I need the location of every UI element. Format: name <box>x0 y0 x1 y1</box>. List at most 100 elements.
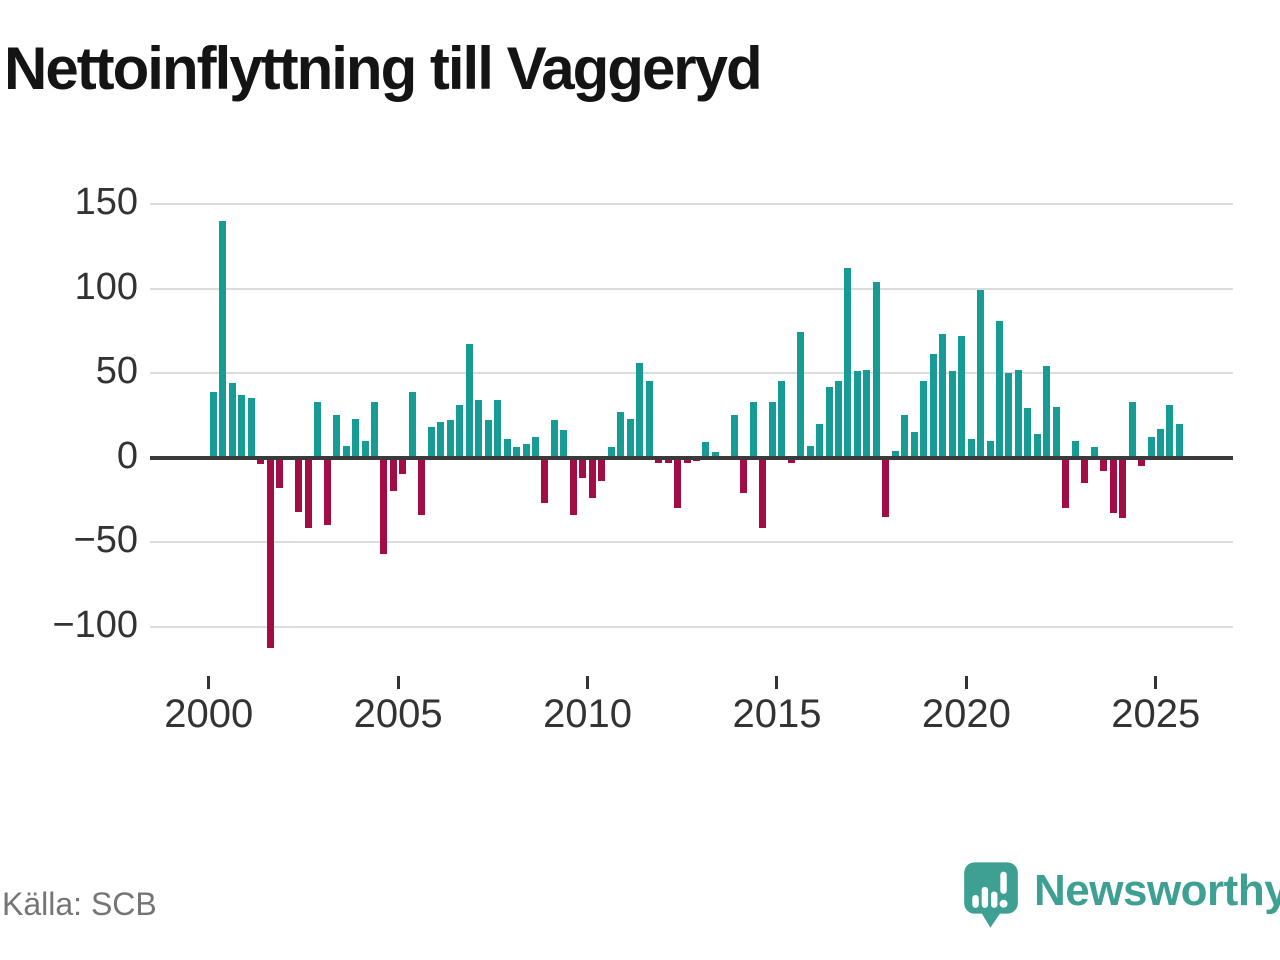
bar-2015Q4 <box>806 445 814 458</box>
bar-2022Q1 <box>1043 366 1051 458</box>
bar-2022Q3 <box>1062 457 1070 509</box>
x-tick <box>207 676 211 689</box>
bar-2010Q2 <box>598 457 606 482</box>
bar-2006Q3 <box>456 405 464 458</box>
bar-2010Q1 <box>588 457 596 499</box>
x-axis-label: 2025 <box>1111 692 1201 736</box>
bar-2004Q4 <box>389 457 397 492</box>
bar-2013Q2 <box>711 452 719 458</box>
bar-2003Q4 <box>352 418 360 458</box>
bar-2007Q4 <box>503 438 511 458</box>
bar-2013Q4 <box>730 415 738 458</box>
bar-2002Q2 <box>295 457 303 512</box>
x-axis-label: 2010 <box>543 692 633 736</box>
bar-2024Q2 <box>1128 401 1136 458</box>
bar-2000Q4 <box>238 394 246 458</box>
bar-2006Q2 <box>446 420 454 458</box>
x-axis-label: 2000 <box>164 692 254 736</box>
x-axis-label: 2005 <box>353 692 443 736</box>
x-tick <box>964 676 968 689</box>
bar-2016Q2 <box>825 386 833 458</box>
bar-2014Q1 <box>740 457 748 493</box>
bar-2006Q4 <box>465 344 473 458</box>
bar-chart-speech-bubble-icon <box>964 862 1018 928</box>
bar-2018Q2 <box>901 415 909 458</box>
bar-2000Q1 <box>210 391 217 458</box>
bar-2009Q4 <box>579 457 587 478</box>
bar-2019Q4 <box>958 335 966 458</box>
bar-2019Q2 <box>939 334 947 458</box>
bar-2002Q3 <box>304 457 312 529</box>
bar-2020Q1 <box>967 438 975 458</box>
bar-2023Q1 <box>1081 457 1089 483</box>
bar-2004Q3 <box>380 457 388 554</box>
x-axis-label: 2020 <box>921 692 1011 736</box>
bar-2010Q4 <box>617 411 625 458</box>
bar-2009Q1 <box>550 420 558 458</box>
bar-2000Q2 <box>219 220 227 458</box>
bar-2014Q4 <box>768 401 776 458</box>
x-axis-label: 2015 <box>732 692 822 736</box>
bar-2017Q2 <box>863 369 871 458</box>
bar-2004Q1 <box>361 440 369 458</box>
bar-2018Q4 <box>920 381 928 458</box>
bar-2015Q1 <box>778 381 786 458</box>
bar-2011Q3 <box>645 381 653 458</box>
bar-2015Q3 <box>797 332 805 458</box>
bar-2017Q4 <box>882 457 890 517</box>
bar-2017Q1 <box>853 371 861 458</box>
bar-2003Q2 <box>333 415 341 458</box>
y-axis-label: 100 <box>74 265 138 308</box>
bar-2021Q1 <box>1005 373 1013 458</box>
bar-2024Q3 <box>1138 457 1146 466</box>
bar-2020Q2 <box>977 290 985 458</box>
gridline <box>150 372 1233 374</box>
bar-2014Q3 <box>759 457 767 529</box>
bar-2015Q2 <box>787 457 795 463</box>
bar-2003Q3 <box>342 445 350 458</box>
bar-2012Q1 <box>664 457 672 463</box>
bar-2001Q3 <box>266 457 274 649</box>
bar-2002Q4 <box>314 401 322 458</box>
bar-2018Q3 <box>910 432 918 458</box>
logo-text: Newsworthy <box>1034 866 1280 915</box>
gridline <box>150 287 1233 290</box>
x-tick <box>396 676 400 689</box>
bar-2025Q3 <box>1175 423 1183 458</box>
bar-2017Q3 <box>872 281 880 458</box>
bar-2022Q4 <box>1071 440 1079 458</box>
bar-2011Q1 <box>626 418 634 458</box>
gridline <box>150 203 1233 205</box>
source-label: Källa: SCB <box>2 886 157 922</box>
bar-2023Q2 <box>1090 447 1098 458</box>
x-tick <box>586 676 590 689</box>
bar-2008Q2 <box>522 443 530 458</box>
bar-2008Q4 <box>541 457 549 504</box>
bar-2005Q3 <box>418 457 426 515</box>
bar-2019Q3 <box>948 371 956 458</box>
bar-2001Q4 <box>276 457 284 488</box>
bar-2006Q1 <box>437 422 445 458</box>
bar-2021Q2 <box>1014 369 1022 458</box>
bar-2009Q2 <box>560 430 568 458</box>
bar-2012Q2 <box>674 457 682 509</box>
bar-2024Q4 <box>1147 437 1155 458</box>
y-axis-label: −50 <box>73 519 138 561</box>
bar-2022Q2 <box>1052 406 1060 458</box>
bar-2016Q4 <box>844 268 852 458</box>
bar-2001Q2 <box>257 457 265 465</box>
chart-title: Nettoinflyttning till Vaggeryd <box>4 35 763 102</box>
bar-2013Q1 <box>702 442 710 458</box>
x-tick <box>775 676 779 689</box>
bar-2025Q2 <box>1166 405 1174 458</box>
bar-2007Q1 <box>475 400 483 458</box>
bar-2016Q1 <box>816 423 824 458</box>
bar-2016Q3 <box>835 381 843 458</box>
bar-2010Q3 <box>607 447 615 458</box>
bar-2023Q4 <box>1109 457 1117 514</box>
bar-2007Q2 <box>484 420 492 458</box>
y-axis-label: 150 <box>74 181 138 223</box>
bar-2009Q3 <box>569 457 577 515</box>
